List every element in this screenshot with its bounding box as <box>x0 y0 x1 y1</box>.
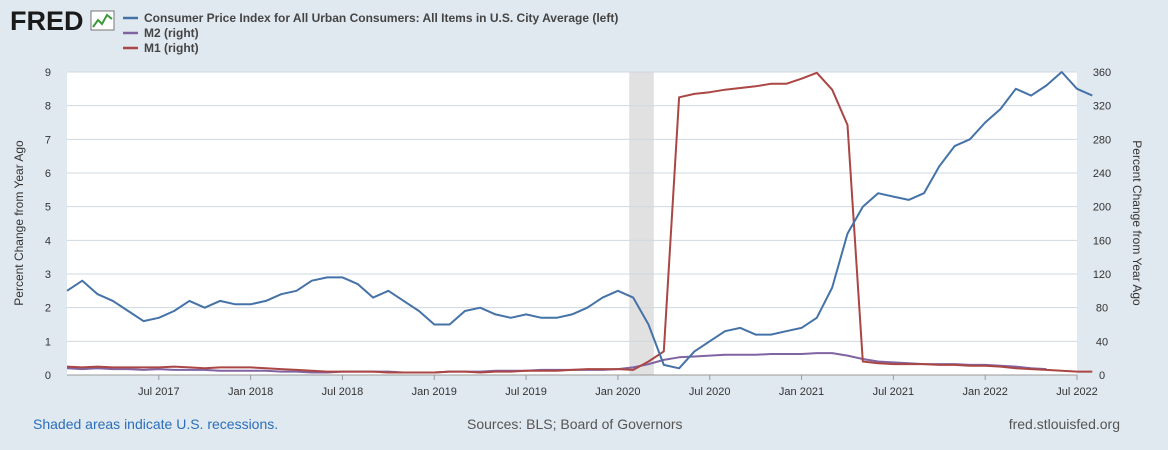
x-tick-label: Jan 2020 <box>595 386 640 398</box>
right-tick-label: 200 <box>1093 202 1111 214</box>
gridlines <box>67 71 1077 376</box>
left-tick-label: 5 <box>45 202 51 214</box>
left-tick-label: 2 <box>45 303 51 315</box>
left-tick-label: 1 <box>45 336 51 348</box>
right-tick-label: 360 <box>1093 67 1111 79</box>
left-tick-label: 4 <box>45 235 51 247</box>
x-axis-ticks: Jul 2017 Jan 2018 Jul 2018 Jan 2019 Jul 2019… <box>138 375 1098 398</box>
left-tick-label: 7 <box>45 134 51 146</box>
series-line-m1[interactable] <box>66 71 1093 374</box>
fred-logo[interactable]: FRED <box>10 6 115 36</box>
right-tick-label: 320 <box>1093 101 1111 113</box>
x-tick-label: Jan 2021 <box>779 386 824 398</box>
legend-item[interactable]: Consumer Price Index for All Urban Consu… <box>123 11 618 25</box>
fred-logo-text: FRED <box>10 6 84 36</box>
series-layer <box>66 71 1093 374</box>
legend: Consumer Price Index for All Urban Consu… <box>123 11 618 55</box>
x-tick-label: Jan 2018 <box>228 386 273 398</box>
x-tick-label: Jul 2019 <box>505 386 547 398</box>
x-tick-label: Jul 2017 <box>138 386 180 398</box>
x-tick-label: Jul 2020 <box>689 386 731 398</box>
legend-item[interactable]: M2 (right) <box>123 26 199 40</box>
right-axis-ticks: 0 40 80 120 160 200 240 280 320 360 <box>1093 67 1111 382</box>
legend-label: M2 (right) <box>144 26 199 40</box>
right-tick-label: 80 <box>1096 303 1108 315</box>
left-axis-ticks: 0 1 2 3 4 5 6 7 8 9 <box>45 67 51 382</box>
source-url[interactable]: fred.stlouisfed.org <box>1008 416 1120 432</box>
x-tick-label: Jul 2022 <box>1056 386 1098 398</box>
x-tick-label: Jan 2019 <box>412 386 457 398</box>
recession-note: Shaded areas indicate U.S. recessions. <box>33 416 279 432</box>
left-axis-title: Percent Change from Year Ago <box>12 140 26 306</box>
right-tick-label: 280 <box>1093 134 1111 146</box>
legend-label: Consumer Price Index for All Urban Consu… <box>144 11 618 25</box>
sources-note: Sources: BLS; Board of Governors <box>467 416 683 432</box>
right-tick-label: 160 <box>1093 235 1111 247</box>
x-tick-label: Jul 2021 <box>873 386 915 398</box>
left-tick-label: 0 <box>45 370 51 382</box>
chart-icon <box>90 10 115 31</box>
x-tick-label: Jul 2018 <box>322 386 364 398</box>
right-axis-title: Percent Change from Year Ago <box>1130 140 1144 306</box>
left-tick-label: 8 <box>45 101 51 113</box>
right-tick-label: 40 <box>1096 336 1108 348</box>
x-tick-label: Jan 2022 <box>963 386 1008 398</box>
right-tick-label: 240 <box>1093 168 1111 180</box>
series-line-cpi[interactable] <box>66 71 1093 370</box>
left-tick-label: 9 <box>45 67 51 79</box>
left-tick-label: 3 <box>45 269 51 281</box>
legend-label: M1 (right) <box>144 41 199 55</box>
right-tick-label: 0 <box>1099 370 1105 382</box>
right-tick-label: 120 <box>1093 269 1111 281</box>
left-tick-label: 6 <box>45 168 51 180</box>
legend-item[interactable]: M1 (right) <box>123 41 199 55</box>
recession-shading <box>629 72 654 375</box>
plot-area <box>67 72 1077 375</box>
